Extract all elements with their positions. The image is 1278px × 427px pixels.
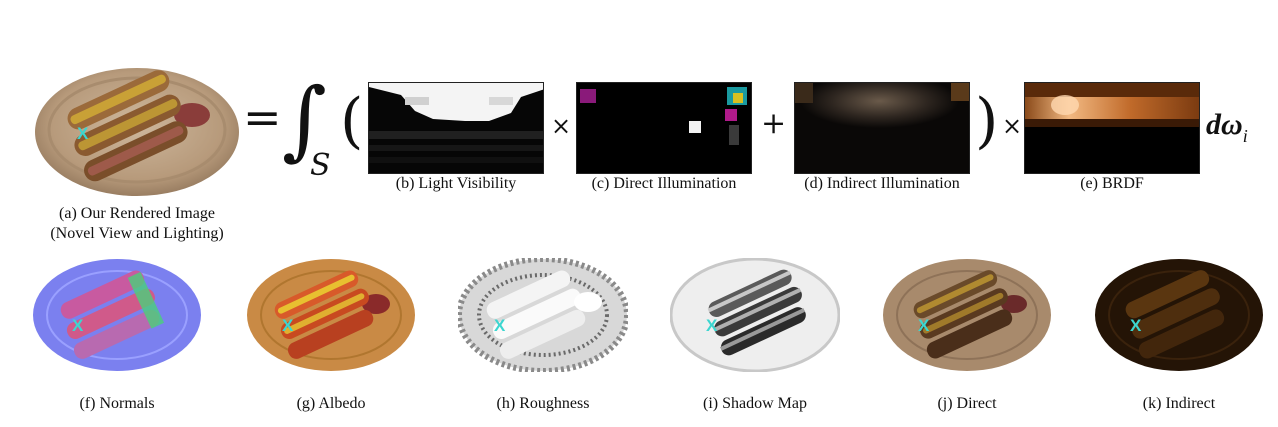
marker-x: X: [1130, 316, 1142, 335]
omega-symbol: ω: [1221, 108, 1243, 141]
marker-x: X: [72, 316, 84, 335]
caption-normals: (f) Normals: [79, 395, 155, 412]
plus-sign: +: [761, 106, 787, 141]
caption-rendered-line2: (Novel View and Lighting): [50, 225, 224, 242]
marker-x: X: [706, 316, 718, 335]
normals-image: X: [32, 258, 202, 372]
differential-term: dωi: [1206, 108, 1248, 146]
direct-illumination-panel: [576, 82, 752, 174]
indirect-illumination-panel: [794, 82, 970, 174]
caption-rendered-line1: (a) Our Rendered Image: [59, 205, 215, 222]
indirect-image: X: [1094, 258, 1264, 372]
brdf-panel: [1024, 82, 1200, 174]
times-sign-1: ×: [551, 112, 572, 140]
equals-sign: =: [243, 90, 282, 144]
integral-sign: ∫: [282, 70, 327, 170]
marker-x: X: [918, 316, 930, 335]
caption-direct-illumination: (c) Direct Illumination: [591, 175, 737, 192]
rendered-image: X: [32, 60, 242, 200]
light-visibility-panel: [368, 82, 544, 174]
marker-x: X: [494, 316, 506, 335]
caption-indirect-illumination: (d) Indirect Illumination: [804, 175, 960, 192]
direct-image: X: [882, 258, 1052, 372]
marker-x: X: [77, 124, 89, 143]
caption-brdf: (e) BRDF: [1080, 175, 1144, 192]
caption-light-visibility: (b) Light Visibility: [395, 175, 517, 192]
caption-roughness: (h) Roughness: [496, 395, 590, 412]
shadow-map-image: X: [670, 258, 840, 372]
close-paren: ): [975, 86, 999, 156]
roughness-image: X: [458, 258, 628, 372]
caption-indirect: (k) Indirect: [1142, 395, 1216, 412]
differential-d: d: [1206, 108, 1221, 141]
caption-shadow-map: (i) Shadow Map: [703, 395, 807, 412]
marker-x: X: [282, 316, 294, 335]
albedo-image: X: [246, 258, 416, 372]
omega-subscript: i: [1242, 126, 1248, 146]
open-paren: (: [340, 86, 364, 156]
caption-albedo: (g) Albedo: [296, 395, 366, 412]
domain-symbol: S: [310, 148, 331, 183]
caption-direct: (j) Direct: [937, 395, 997, 412]
times-sign-2: ×: [1002, 112, 1023, 140]
